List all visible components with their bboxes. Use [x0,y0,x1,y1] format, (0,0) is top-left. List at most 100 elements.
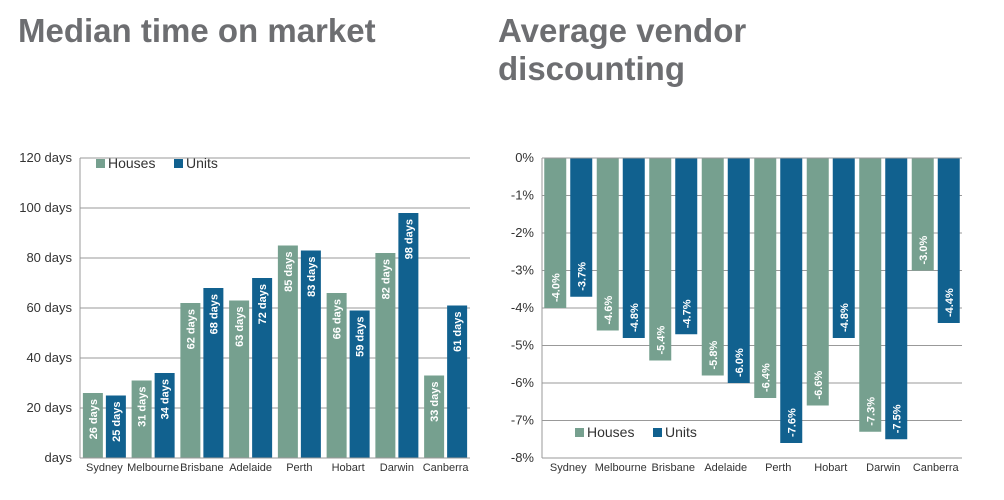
legend-label-houses: Houses [587,424,634,440]
data-label: 34 days [160,379,172,419]
category-label: Melbourne [127,462,179,474]
bar-houses-adelaide [229,300,250,458]
legend-swatch-houses [575,428,584,437]
y-tick-label: 40 days [26,350,72,365]
category-label: Sydney [86,462,123,474]
legend-swatch-units [653,428,662,437]
category-label: Adelaide [229,462,272,474]
bar-houses-sydney [544,158,567,308]
y-tick-label: 100 days [19,200,72,215]
category-label: Hobart [332,462,365,474]
category-label: Sydney [550,462,587,474]
y-tick-label: -5% [511,338,535,353]
bar-houses-melbourne [131,380,152,458]
bar-houses-canberra [911,158,934,271]
y-tick-label: -2% [511,225,535,240]
y-tick-label: 120 days [19,150,72,165]
bar-units-brisbane [675,158,698,335]
y-tick-label: 20 days [26,400,72,415]
bar-houses-hobart [806,158,829,406]
data-label: 98 days [403,219,415,259]
category-label: Brisbane [652,462,695,474]
bar-houses-melbourne [596,158,619,331]
y-tick-label: -1% [511,188,535,203]
data-label: -4.6% [603,296,615,325]
bar-units-perth [300,250,321,458]
bar-houses-darwin [859,158,882,432]
data-label: -3.7% [576,262,588,291]
bar-houses-brisbane [180,303,201,458]
chart-2: 0% -1% -2% -3% -4% -5% -6% -7% -8% -4.0% -3.7% Sydn… [511,150,962,474]
bar-units-adelaide [252,278,273,458]
category-label: Hobart [814,462,847,474]
category-label: Darwin [866,462,900,474]
data-label: 72 days [257,284,269,324]
data-label: -7.6% [786,408,798,437]
y-tick-label: -7% [511,413,535,428]
legend-swatch-units [174,159,183,168]
bar-units-canberra [447,305,468,458]
bar-houses-darwin [375,253,396,458]
bar-units-perth [780,158,803,443]
data-label: 62 days [185,309,197,349]
category-label: Brisbane [180,462,223,474]
bar-houses-canberra [424,375,445,458]
legend-swatch-houses [96,159,105,168]
bar-units-melbourne [154,373,175,458]
y-tick-label: -6% [511,375,535,390]
data-label: -6.4% [760,363,772,392]
data-label: -6.6% [813,371,825,400]
data-label: 61 days [452,312,464,352]
legend: Houses Units [575,424,697,440]
bar-units-hobart [832,158,855,338]
bar-units-brisbane [203,288,224,458]
data-label: -3.0% [918,236,930,265]
bar-units-adelaide [727,158,750,383]
bar-houses-sydney [82,393,103,458]
y-tick-label: 0% [515,150,534,165]
category-label: Perth [765,462,791,474]
bar-houses-hobart [326,293,347,458]
data-label: 26 days [88,399,100,439]
bar-units-sydney [105,395,126,458]
data-label: 66 days [332,299,344,339]
data-label: 59 days [355,317,367,357]
data-label: 83 days [306,257,318,297]
data-label: -4.8% [629,303,641,332]
bar-houses-adelaide [701,158,724,376]
chart-title-time-on-market: Median time on market [18,12,376,49]
bar-units-sydney [570,158,593,297]
chart-title-vendor-discounting: Average vendor discounting [498,12,747,87]
data-label: -4.8% [839,303,851,332]
data-label: -4.0% [550,273,562,302]
category-label: Adelaide [704,462,747,474]
category-label: Canberra [423,462,470,474]
category-label: Canberra [913,462,960,474]
legend-label-units: Units [665,424,697,440]
bar-houses-perth [754,158,777,398]
data-label: -5.4% [655,326,667,355]
y-tick-label: 60 days [26,300,72,315]
data-label: 68 days [208,294,220,334]
data-label: 82 days [380,259,392,299]
bar-units-canberra [937,158,960,323]
category-label: Darwin [380,462,414,474]
data-label: 31 days [137,387,149,427]
data-label: -7.3% [865,397,877,426]
data-label: -7.5% [891,404,903,433]
y-tick-label: -4% [511,300,535,315]
data-label: 85 days [283,252,295,292]
bar-units-darwin [398,213,419,458]
bar-houses-brisbane [649,158,672,361]
bar-units-hobart [349,310,370,458]
y-tick-label: 80 days [26,250,72,265]
legend: Houses Units [96,155,218,171]
data-label: -6.0% [734,348,746,377]
data-label: 33 days [429,382,441,422]
data-label: 25 days [111,402,123,442]
bar-units-melbourne [622,158,645,338]
bar-units-darwin [885,158,908,440]
y-tick-label: -8% [511,450,535,465]
legend-label-units: Units [186,155,218,171]
